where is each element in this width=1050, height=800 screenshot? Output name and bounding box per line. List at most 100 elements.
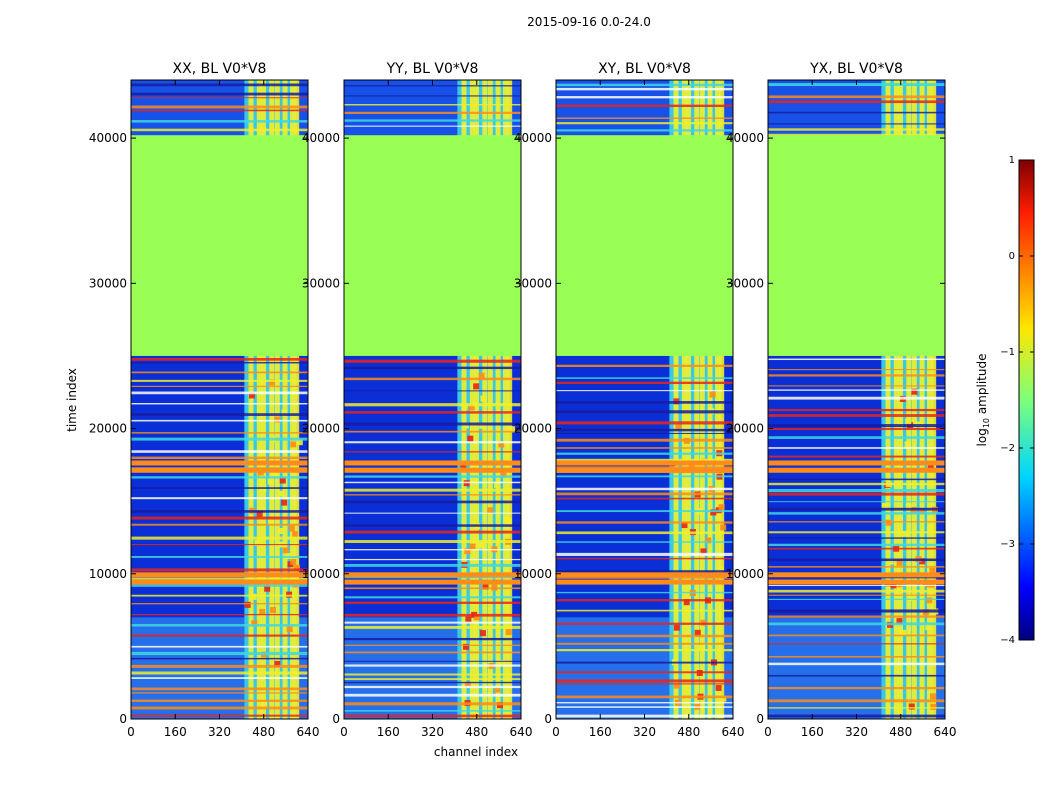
rfi-blob <box>705 537 712 544</box>
time-band <box>556 475 733 478</box>
rfi-channel-stripe <box>256 80 262 719</box>
rfi-blob <box>918 508 925 515</box>
rfi-blob <box>244 601 251 608</box>
time-band <box>768 643 945 645</box>
time-band <box>131 657 308 660</box>
rfi-blob <box>699 644 706 651</box>
time-band <box>768 594 945 596</box>
x-tick-label: 320 <box>633 725 656 739</box>
time-band <box>131 419 308 422</box>
time-band <box>344 710 521 712</box>
rfi-blob <box>715 684 722 691</box>
rfi-blob <box>885 519 892 526</box>
x-tick-label: 480 <box>465 725 488 739</box>
rfi-blob <box>294 564 301 571</box>
time-band <box>556 452 733 455</box>
time-band <box>131 664 308 668</box>
rfi-channel-stripe <box>503 80 509 719</box>
rfi-blob <box>908 594 915 601</box>
time-band <box>131 371 308 374</box>
rfi-blob <box>494 686 501 693</box>
time-band <box>556 683 733 685</box>
colorbar-tick-label: −2 <box>1000 443 1015 454</box>
time-band-strong <box>131 460 308 466</box>
time-band <box>344 651 521 654</box>
rfi-blob <box>278 527 285 534</box>
y-tick-label: 40000 <box>302 131 340 145</box>
time-band <box>131 544 308 546</box>
rfi-blob <box>694 629 701 636</box>
rfi-channel-stripe <box>707 80 713 719</box>
rfi-blob <box>925 624 932 631</box>
y-tick-label: 40000 <box>89 131 127 145</box>
rfi-blob <box>461 403 468 410</box>
y-tick-label: 20000 <box>302 422 340 436</box>
rfi-blob <box>267 519 274 526</box>
rfi-blob <box>675 423 682 430</box>
time-band <box>344 540 521 543</box>
rfi-blob <box>264 585 271 592</box>
rfi-blob <box>465 616 472 623</box>
flagged-region <box>344 135 521 356</box>
time-band <box>344 422 521 426</box>
flagged-region <box>556 135 733 356</box>
time-band <box>556 410 733 414</box>
rfi-channel-stripe <box>294 80 300 719</box>
time-band <box>344 530 521 534</box>
y-tick-label: 30000 <box>302 276 340 290</box>
time-band <box>556 702 733 704</box>
rfi-blob <box>509 426 516 433</box>
time-band <box>556 541 733 543</box>
y-tick-label: 0 <box>756 712 764 726</box>
rfi-blob <box>259 608 266 615</box>
rfi-blob <box>256 510 263 517</box>
rfi-channel-stripe <box>685 80 691 719</box>
time-band <box>556 390 733 392</box>
time-band-strong <box>768 460 945 466</box>
time-band <box>768 133 945 136</box>
x-tick-label: 640 <box>297 725 320 739</box>
time-band <box>768 482 945 486</box>
time-band <box>768 385 945 387</box>
x-tick-label: 160 <box>801 725 824 739</box>
rfi-blob <box>905 418 912 425</box>
rfi-channel-stripe <box>694 80 700 719</box>
rfi-channel-stripe <box>269 80 275 719</box>
time-band <box>556 458 733 462</box>
rfi-blob <box>900 629 907 636</box>
time-band <box>131 594 308 597</box>
time-band <box>344 644 521 646</box>
panel-title: YX, BL V0*V8 <box>809 61 903 77</box>
x-tick-label: 640 <box>510 725 533 739</box>
time-band <box>344 613 521 617</box>
y-tick-label: 40000 <box>726 131 764 145</box>
heatmap-area <box>556 80 733 719</box>
heatmap-area <box>768 80 945 719</box>
time-band <box>344 637 521 641</box>
rfi-channel-stripe <box>715 80 721 719</box>
rfi-blob <box>286 591 293 598</box>
heatmap-area <box>131 80 308 719</box>
rfi-blob <box>462 643 469 650</box>
time-band <box>344 85 521 87</box>
y-tick-label: 0 <box>544 712 552 726</box>
rfi-blob <box>480 395 487 402</box>
time-band <box>768 374 945 377</box>
time-band <box>556 695 733 699</box>
time-band <box>344 411 521 414</box>
time-band <box>556 510 733 513</box>
rfi-blob <box>464 681 471 688</box>
time-band <box>768 558 945 562</box>
y-tick-label: 10000 <box>726 567 764 581</box>
rfi-blob <box>477 541 484 548</box>
y-tick-label: 0 <box>332 712 340 726</box>
time-band <box>768 358 945 361</box>
time-band <box>556 634 733 638</box>
x-tick-label: 480 <box>889 725 912 739</box>
time-band <box>768 531 945 534</box>
time-band <box>768 369 945 371</box>
rfi-blob <box>282 547 289 554</box>
rfi-blob <box>919 558 926 565</box>
time-band <box>344 621 521 624</box>
time-band <box>768 699 945 703</box>
